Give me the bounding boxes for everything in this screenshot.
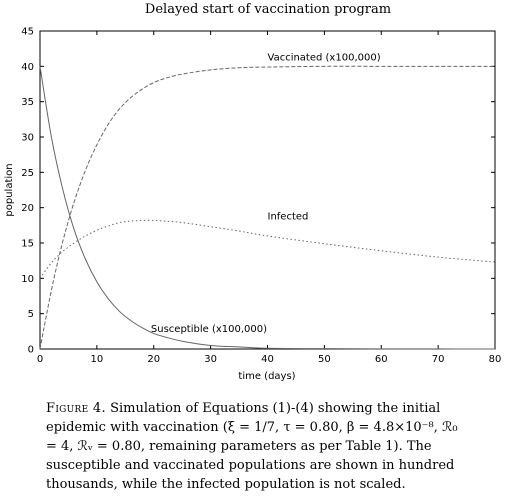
- series-label: Vaccinated (x100,000): [268, 53, 381, 64]
- series-labels: Vaccinated (x100,000) Infected Susceptible…: [151, 53, 381, 335]
- chart-title: Delayed start of vaccination program: [144, 2, 392, 17]
- y-tick-label: 15: [21, 239, 34, 250]
- line-chart: 0 10 20 30 40 50 60 70 80 0 5 10 15 20 25 30 35 40 45 Vacc…: [4, 27, 501, 383]
- x-tick-label: 50: [318, 354, 331, 365]
- figure-label: Figure 4.: [46, 401, 106, 416]
- y-tick-label: 0: [28, 345, 34, 356]
- y-tick-label: 20: [21, 203, 34, 214]
- y-tick-label: 10: [21, 274, 34, 285]
- series-lines: [39, 65, 496, 350]
- y-tick-label: 25: [21, 168, 34, 179]
- x-tick-label: 0: [37, 354, 43, 365]
- x-tick-label: 10: [91, 354, 104, 365]
- series-label: Infected: [268, 212, 309, 223]
- axis-ticks: 0 10 20 30 40 50 60 70 80 0 5 10 15 20 25 30 35 40 45: [21, 27, 501, 366]
- x-tick-label: 60: [375, 354, 388, 365]
- series-line-infected: [39, 219, 496, 279]
- y-tick-label: 35: [21, 97, 34, 108]
- series-line-vaccinated-x: [39, 65, 495, 350]
- y-tick-label: 5: [28, 309, 34, 320]
- x-tick-label: 20: [147, 354, 160, 365]
- y-tick-label: 40: [21, 62, 34, 73]
- x-tick-label: 70: [432, 354, 445, 365]
- series-label: Susceptible (x100,000): [151, 324, 267, 335]
- x-tick-label: 40: [261, 354, 274, 365]
- x-tick-label: 80: [489, 354, 502, 365]
- plot-frame: [39, 30, 496, 350]
- series-line-susceptible-x: [39, 66, 496, 350]
- y-tick-label: 45: [21, 27, 34, 38]
- y-axis-title: population: [4, 163, 15, 216]
- y-tick-label: 30: [21, 133, 34, 144]
- figure-caption: Figure 4. Simulation of Equations (1)-(4…: [46, 399, 466, 494]
- x-axis-title: time (days): [238, 371, 295, 382]
- figure-caption-text: Simulation of Equations (1)-(4) showing …: [46, 401, 458, 492]
- x-tick-label: 30: [204, 354, 217, 365]
